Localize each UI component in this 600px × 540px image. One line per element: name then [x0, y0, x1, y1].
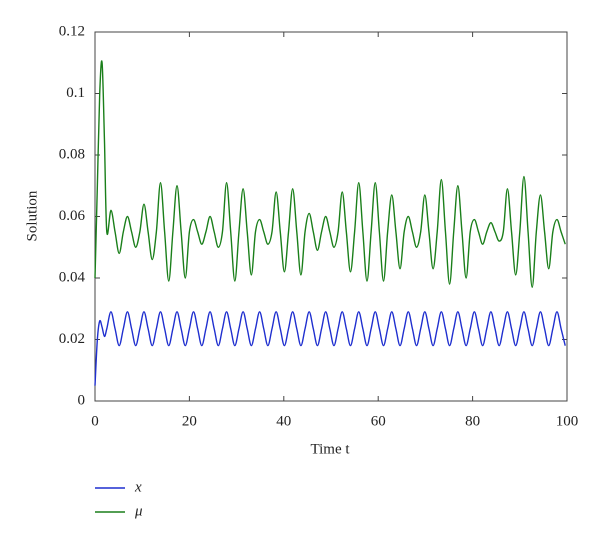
plot-frame — [94, 31, 568, 402]
y-tick-label: 0 — [78, 392, 86, 408]
y-tick-label: 0.12 — [59, 23, 85, 39]
x-tick-label: 100 — [556, 413, 579, 429]
x-axis-label: Time t — [310, 441, 350, 457]
x-tick-label: 60 — [371, 413, 386, 429]
x-tick-label: 40 — [276, 413, 291, 429]
y-tick-label: 0.06 — [59, 208, 86, 224]
y-axis-label: Solution — [24, 190, 40, 241]
y-tick-label: 0.1 — [66, 85, 85, 101]
legend-text: x — [134, 479, 142, 495]
x-tick-label: 0 — [91, 413, 99, 429]
series-line — [94, 60, 566, 288]
x-tick-label: 80 — [465, 413, 480, 429]
x-tick-label: 20 — [182, 413, 197, 429]
y-tick-label: 0.04 — [59, 269, 86, 285]
series-line — [94, 311, 566, 386]
legend-text: μ — [134, 503, 143, 519]
y-tick-label: 0.08 — [59, 146, 85, 162]
y-tick-label: 0.02 — [59, 331, 85, 347]
